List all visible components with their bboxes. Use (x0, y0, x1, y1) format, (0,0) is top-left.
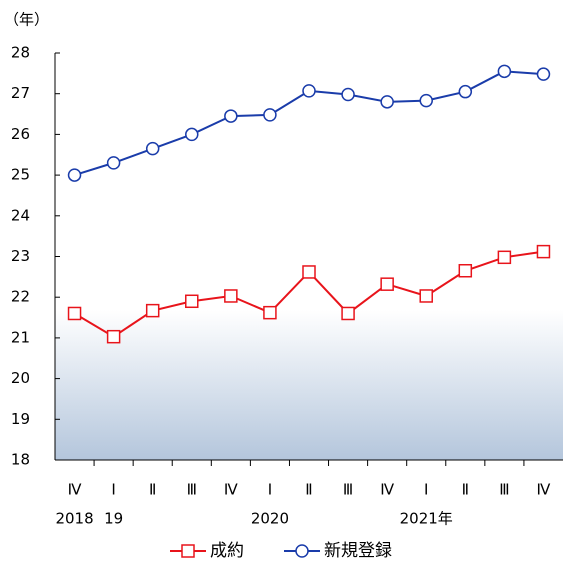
marker (302, 84, 316, 98)
marker (380, 277, 394, 291)
marker (185, 127, 199, 142)
legend-label: 新規登録 (324, 541, 392, 561)
marker (419, 289, 433, 303)
plot-shading (55, 310, 563, 460)
marker (106, 156, 121, 170)
marker (380, 95, 394, 109)
marker (419, 93, 433, 108)
y-tick-label: 18 (11, 451, 30, 469)
x-tick-label: Ⅳ (224, 481, 238, 499)
marker (145, 141, 160, 156)
x-tick-label: Ⅲ (499, 481, 509, 499)
x-tick-label: Ⅰ (268, 481, 272, 499)
x-tick-label: Ⅱ (149, 481, 156, 499)
y-tick-label: 19 (11, 410, 30, 428)
year-label: 19 (104, 510, 123, 528)
y-tick-label: 26 (11, 125, 30, 143)
marker (497, 64, 512, 79)
marker (106, 329, 121, 344)
y-tick-label: 20 (11, 369, 30, 387)
marker (302, 265, 316, 279)
legend-label: 成約 (210, 541, 244, 561)
year-label: 2018 (55, 510, 93, 528)
legend-marker (295, 544, 309, 558)
marker (67, 306, 82, 321)
y-tick-label: 22 (11, 288, 30, 306)
x-tick-label: Ⅰ (424, 481, 428, 499)
y-tick-label: 28 (11, 44, 30, 62)
marker (263, 305, 277, 320)
y-tick-label: 25 (11, 166, 30, 184)
marker (458, 84, 473, 99)
marker (341, 306, 355, 321)
y-tick-label: 21 (11, 328, 30, 346)
marker (536, 244, 551, 259)
year-label: 2020 (251, 510, 289, 528)
y-tick-label: 24 (11, 206, 30, 224)
marker (536, 67, 551, 81)
x-tick-label: Ⅳ (537, 481, 551, 499)
marker (224, 109, 238, 123)
legend-marker (181, 544, 195, 558)
x-tick-label: Ⅳ (68, 481, 82, 499)
x-tick-label: Ⅰ (111, 481, 115, 499)
x-tick-label: Ⅲ (187, 481, 197, 499)
marker (67, 168, 82, 182)
x-tick-label: Ⅲ (343, 481, 353, 499)
marker (263, 108, 277, 122)
y-tick-label: 23 (11, 247, 30, 265)
marker (458, 263, 473, 278)
x-tick-label: Ⅳ (380, 481, 394, 499)
year-label: 2021年 (400, 510, 453, 528)
marker (145, 303, 160, 318)
marker (185, 294, 199, 309)
y-axis-label: （年） (4, 11, 49, 29)
x-tick-label: Ⅱ (305, 481, 312, 499)
x-tick-label: Ⅱ (462, 481, 469, 499)
marker (497, 250, 512, 265)
marker (341, 87, 355, 102)
y-tick-label: 27 (11, 84, 30, 102)
marker (224, 289, 238, 303)
